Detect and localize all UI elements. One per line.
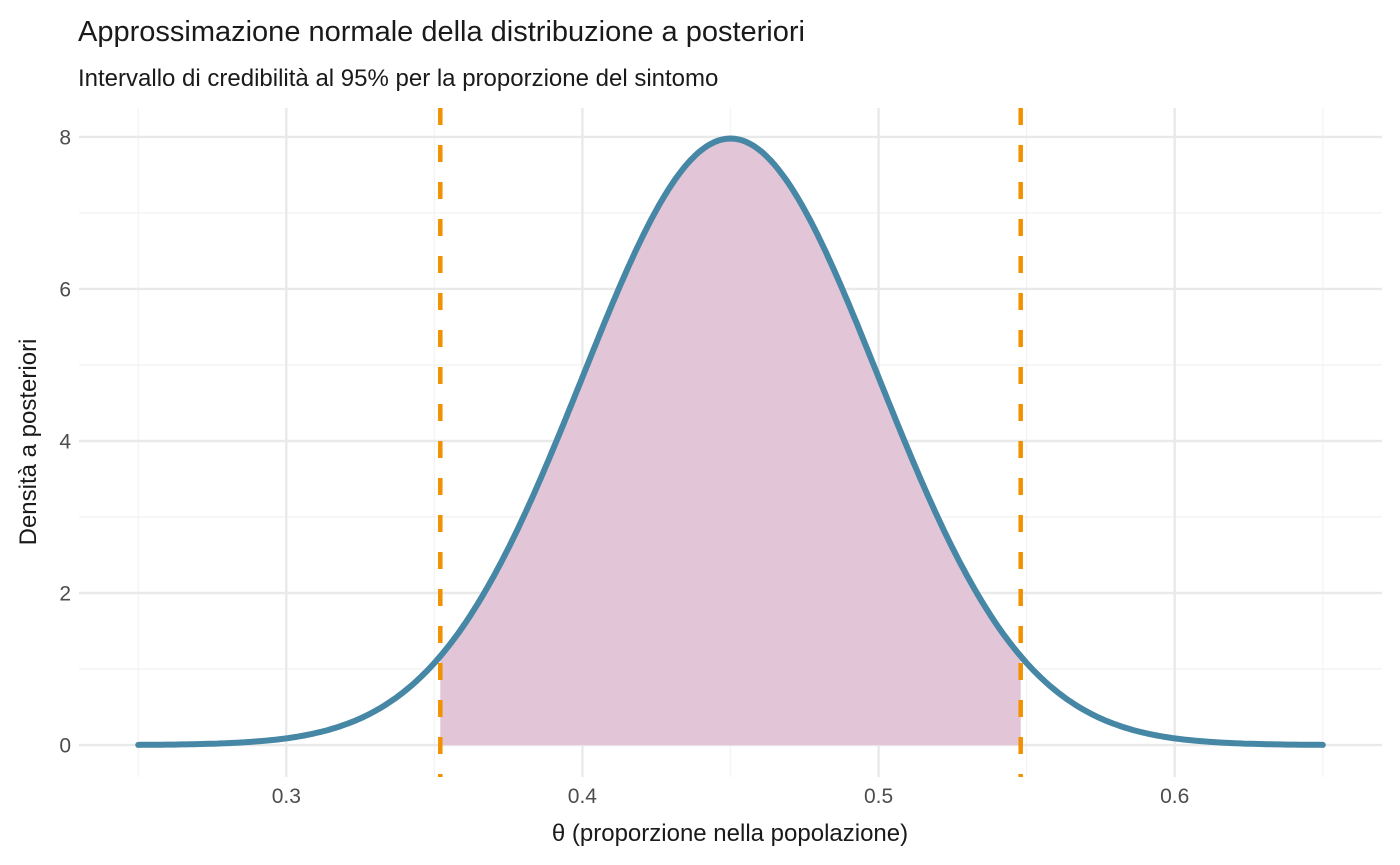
chart-subtitle: Intervallo di credibilità al 95% per la … <box>78 65 718 92</box>
x-tick-label: 0.4 <box>568 785 598 808</box>
y-tick-label: 2 <box>59 583 71 606</box>
y-axis-title: Densità a posteriori <box>15 339 42 546</box>
x-tick-label: 0.3 <box>272 785 301 808</box>
y-tick-label: 4 <box>59 431 71 454</box>
x-tick-label: 0.6 <box>1160 785 1189 808</box>
y-tick-label: 0 <box>59 735 71 758</box>
density-curve <box>135 135 1326 748</box>
y-tick-label: 6 <box>59 278 71 301</box>
chart-title: Approssimazione normale della distribuzi… <box>78 16 805 48</box>
credible-interval-area <box>440 138 1021 746</box>
x-tick-label: 0.5 <box>864 785 893 808</box>
y-tick-label: 8 <box>59 126 71 149</box>
data-layer <box>135 108 1326 777</box>
x-axis-title: θ (proporzione nella popolazione) <box>552 820 908 847</box>
axis-layer: 0 2 4 6 8 0.3 0.4 0.5 0.6 <box>59 126 1189 808</box>
